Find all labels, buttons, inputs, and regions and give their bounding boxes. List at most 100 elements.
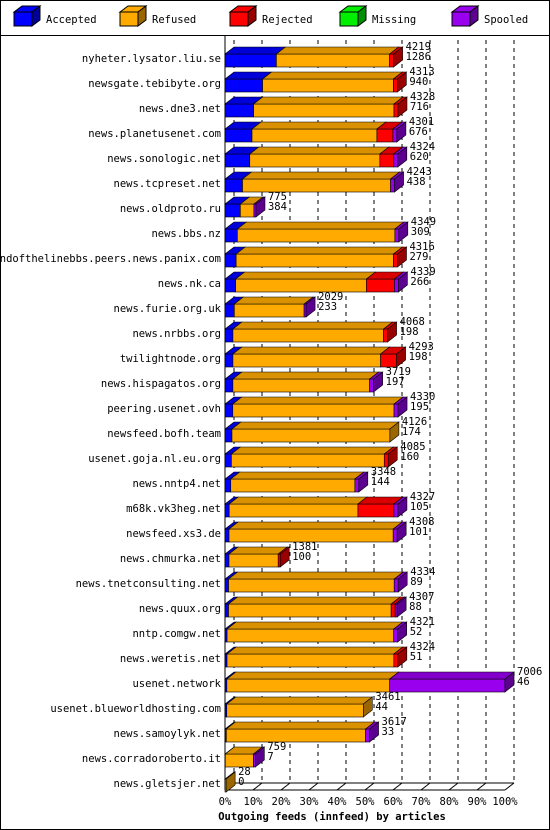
y-tick-label: news.sonologic.net [107,153,221,165]
bar-segment-top [228,546,289,555]
bar-segment [224,453,232,468]
bar-segment [224,553,230,568]
accepted-label: 100 [292,551,311,563]
bar-side [387,446,398,468]
bar-segment-top [228,521,404,530]
total-label: 4349 [411,216,436,228]
accepted-label: 33 [382,726,395,738]
bar-segment [235,278,367,293]
bar-segment [228,578,395,593]
bar-segment-top [231,396,404,405]
x-tick-label: 70% [412,796,432,808]
total-label: 1381 [292,541,317,553]
y-tick-label: news.weretis.net [120,653,221,665]
bar-segment [393,253,398,268]
bar-segment [228,553,279,568]
bar-segment [393,653,399,668]
bar-segment [224,578,229,593]
legend-swatch-side [31,5,41,27]
total-label: 4085 [400,441,425,453]
x-tick [420,782,431,791]
accepted-label: 197 [386,376,405,388]
bar-segment [232,403,395,418]
bar-segment [393,153,399,168]
accepted-label: 940 [409,76,428,88]
bar-segment [224,78,263,93]
bar-segment [369,378,374,393]
accepted-label: 195 [410,401,429,413]
bar-segment [226,653,395,668]
bar-segment [393,403,399,418]
x-tick [252,782,263,791]
bar-side [373,371,383,393]
total-label: 4327 [410,491,435,503]
bar-segment [224,628,228,643]
bar-side [394,171,404,193]
accepted-label: 384 [268,201,287,213]
bar-segment-top [231,421,400,430]
bar-segment [240,203,255,218]
bar-segment-top [230,446,395,455]
bar-segment-top [248,146,390,155]
bar-side [389,421,400,443]
accepted-label: 52 [410,626,423,638]
bar-segment-top [233,296,314,305]
bar-side [363,696,373,718]
bar-segment [242,178,391,193]
total-label: 4313 [409,66,434,78]
bar-segment [224,378,234,393]
y-tick-label: news.samoylyk.net [114,728,221,740]
y-tick-label: usenet.goja.nl.eu.org [88,453,221,465]
y-tick-label: twilightnode.org [120,353,221,365]
accepted-label: 1286 [406,51,431,63]
bar-segment [394,278,399,293]
y-tick-label: news.hispagatos.org [101,378,221,390]
bar-segment [224,328,234,343]
legend-swatch [119,11,139,27]
bar-segment [393,578,399,593]
bar-segment [224,403,234,418]
x-axis-title: Outgoing feeds (innfeed) by articles [218,811,446,823]
y-tick-label: news.oldproto.ru [120,203,221,215]
legend-swatch [451,11,471,27]
bar-segment [394,228,400,243]
bar-segment [224,303,235,318]
x-tick-label: 20% [272,796,292,808]
x-tick [392,782,403,791]
y-tick-label: news.tnetconsulting.net [76,578,221,590]
bar-segment [389,53,394,68]
bar-segment [228,603,392,618]
bar-segment-top [234,271,377,280]
bar-segment [224,128,253,143]
bar-segment-top [229,471,365,480]
x-tick-label: 100% [492,796,518,808]
bar-segment-top [232,321,394,330]
x-tick-label: 60% [384,796,404,808]
x-tick-label: 30% [300,796,320,808]
bar-segment [224,178,243,193]
x-tick-label: 50% [356,796,376,808]
bar-segment [224,228,238,243]
x-tick [476,782,487,791]
bar-segment [251,128,378,143]
bar-segment [393,503,399,518]
total-label: 4308 [409,516,434,528]
bar-side [225,771,236,793]
bar-side [397,496,408,518]
bar-segment [234,303,305,318]
bar-side [396,521,407,543]
total-label: 4068 [400,316,425,328]
legend-swatch-side [137,5,147,27]
legend-label: Missing [372,14,416,26]
bar-segment [224,603,229,618]
bar-segment-top [252,96,404,105]
accepted-label: 46 [517,676,530,688]
bar-segment [376,128,394,143]
accepted-label: 309 [411,226,430,238]
bar-segment-top [251,121,387,130]
accepted-label: 88 [409,601,422,613]
accepted-label: 160 [400,451,419,463]
total-label: 2029 [318,291,343,303]
bar-segment [226,628,394,643]
y-tick-label: usenet.network [132,678,221,690]
